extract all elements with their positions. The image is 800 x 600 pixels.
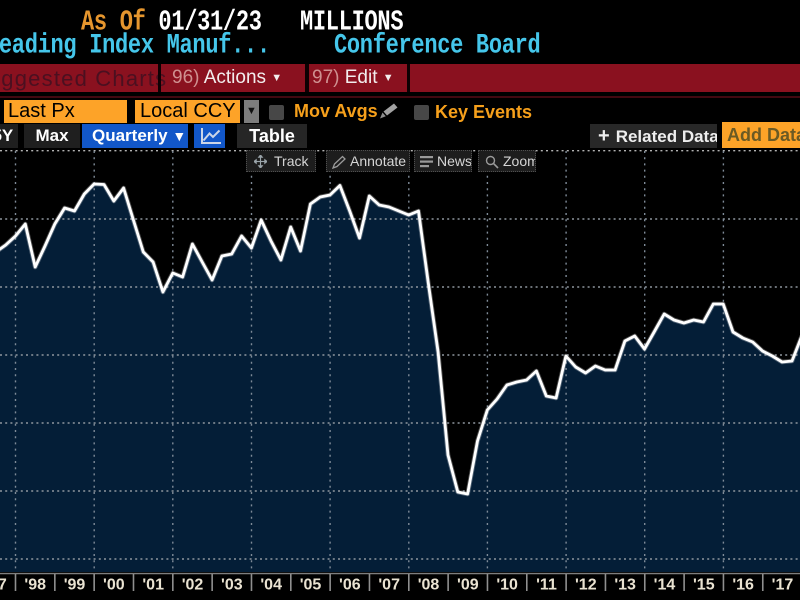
svg-text:'07: '07 [378,577,400,594]
svg-text:'10: '10 [496,577,518,594]
svg-text:'02: '02 [182,577,204,594]
svg-text:'14: '14 [654,577,676,594]
svg-text:'16: '16 [732,577,754,594]
svg-text:'17: '17 [772,577,794,594]
svg-text:'13: '13 [614,577,636,594]
svg-text:'97: '97 [0,577,7,594]
svg-text:'11: '11 [536,577,557,594]
svg-text:'15: '15 [693,577,715,594]
svg-text:'05: '05 [300,577,322,594]
svg-text:'12: '12 [575,577,597,594]
svg-text:'09: '09 [457,577,479,594]
svg-text:'06: '06 [339,577,361,594]
svg-text:'00: '00 [103,577,125,594]
svg-text:'03: '03 [221,577,243,594]
svg-text:'08: '08 [418,577,440,594]
svg-text:'04: '04 [260,577,282,594]
svg-text:'99: '99 [64,577,86,594]
svg-text:'01: '01 [142,577,164,594]
svg-text:'98: '98 [24,577,46,594]
